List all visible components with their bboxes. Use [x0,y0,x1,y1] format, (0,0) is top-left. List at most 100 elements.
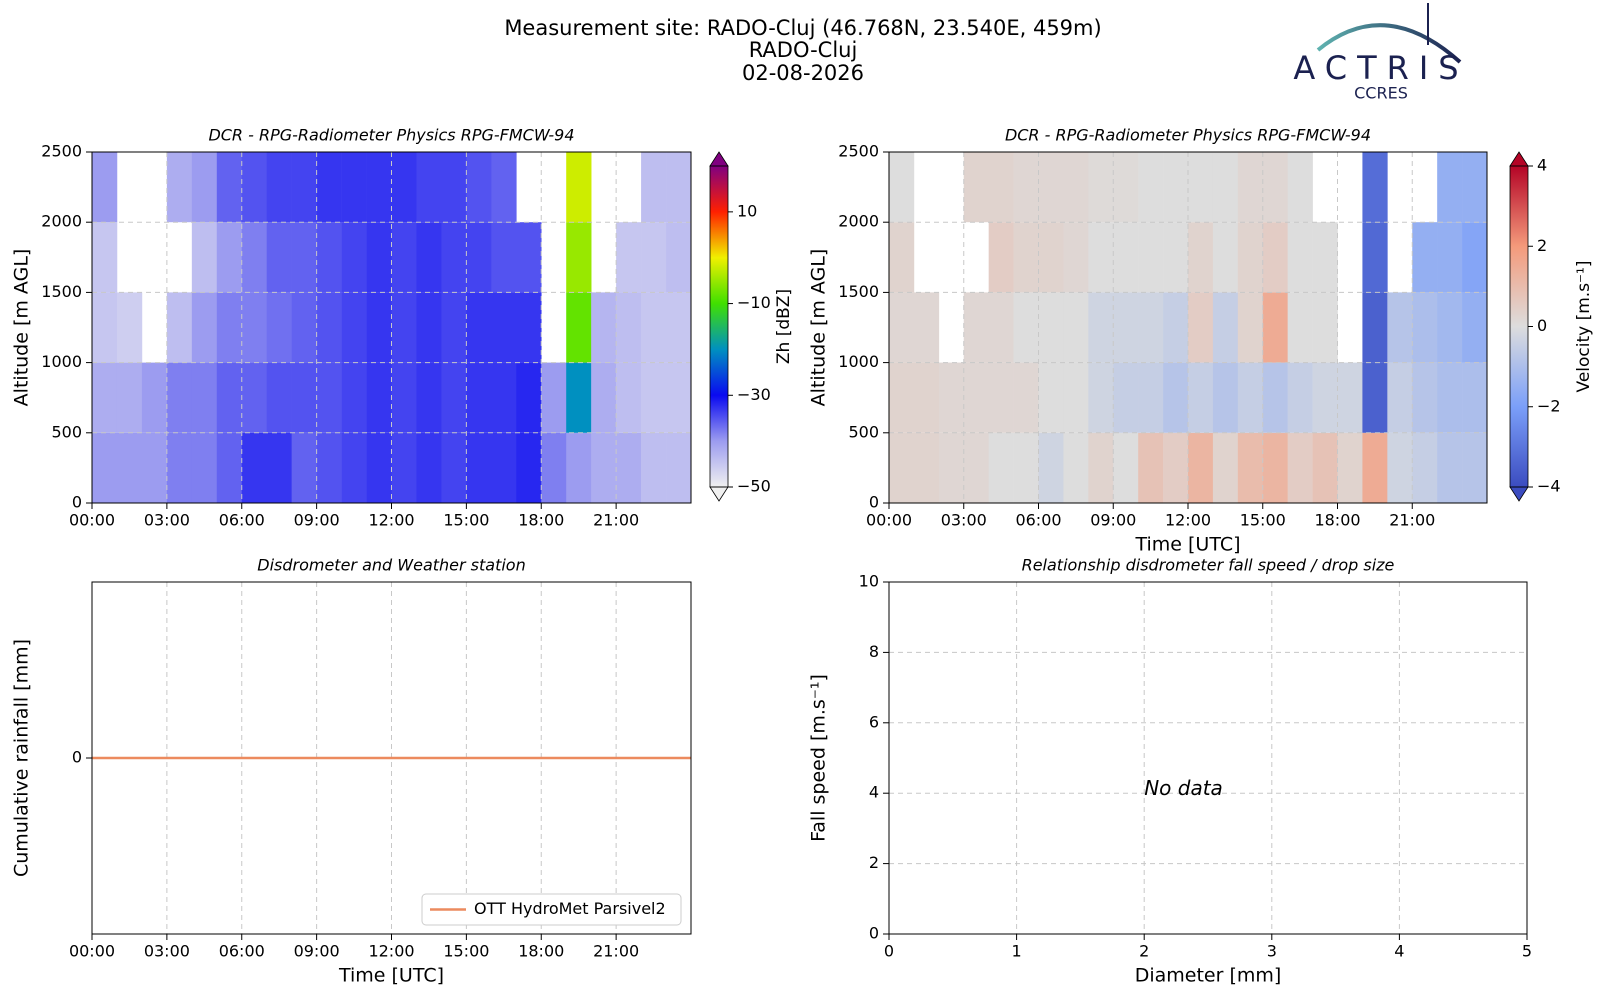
heatmap-cell [291,432,317,503]
logo: ACTRIS CCRES [1293,3,1462,103]
x-tick-label: 09:00 [294,942,340,961]
heatmap-cell [913,362,940,433]
heatmap-cell [963,292,989,363]
heatmap-cell [1412,222,1438,293]
heatmap-cell [889,432,915,503]
heatmap-cell [241,152,268,223]
heatmap-cell [1163,152,1189,223]
heatmap-cell [516,432,542,503]
heatmap-cell [291,362,317,433]
heatmap-cell [366,432,392,503]
heatmap-cell [366,222,392,293]
heatmap-cell [1113,362,1139,433]
heatmap-cell [466,292,492,363]
y-tick-label: 1500 [838,282,879,301]
heatmap-cell [1188,222,1214,293]
y-tick-label: 1500 [41,282,82,301]
heatmap-cell [391,292,417,363]
heatmap-cell [1063,292,1089,363]
heatmap-cell [541,362,567,433]
heatmap-cell [1312,432,1338,503]
heatmap-cell [641,152,667,223]
heatmap-cell [1237,362,1264,433]
heatmap-cell [191,222,218,293]
heatmap-cell [1412,362,1438,433]
heatmap-cell [1462,222,1488,293]
legend-box [421,893,682,926]
heatmap-cell [889,152,915,223]
heatmap-cell [641,362,667,433]
heatmap-cell [1163,222,1189,293]
heatmap-cell [92,152,118,223]
heatmap-cell [1287,152,1313,223]
heatmap-cell [1063,222,1089,293]
heatmap-cell [963,152,989,223]
heatmap-cell [291,152,317,223]
heatmap-cell [1063,362,1089,433]
heatmap-cell [641,292,667,363]
heatmap-cell [416,362,442,433]
x-tick-label: 00:00 [69,511,115,530]
heatmap-cell [1287,362,1313,433]
heatmap-cell [1113,222,1139,293]
y-tick-label: 2500 [838,142,879,161]
heatmap-cell [938,432,965,503]
heatmap-cell [1063,152,1089,223]
heatmap-cell [1038,362,1064,433]
heatmap-cell [416,432,442,503]
heatmap-cell [1287,292,1313,363]
x-tick-label: 15:00 [443,942,489,961]
heatmap-cell [241,222,268,293]
heatmap-cell [1387,432,1413,503]
heatmap-cell [641,222,667,293]
x-tick-label: 03:00 [144,511,190,530]
x-tick-label: 4 [1394,942,1404,961]
heatmap-cell [1163,292,1189,363]
heatmap-cell [92,432,118,503]
x-tick-label: 18:00 [518,511,564,530]
panel: DCR - RPG-Radiometer Physics RPG-FMCW-94… [11,126,795,530]
colorbar-label: Velocity [m.s⁻¹] [1574,261,1594,393]
heatmap-cell [1262,152,1288,223]
heatmap-cell [366,292,392,363]
heatmap-cell [1163,432,1189,503]
colorbar: −50 −30 −10 10 Zh [dBZ] [709,151,794,502]
heatmap-cell [566,222,592,293]
heatmap-cell [1462,432,1488,503]
header-site: RADO-Cluj [749,38,858,62]
heatmap-cell [913,292,940,363]
heatmap-cell [1287,222,1313,293]
heatmap-cell [988,152,1014,223]
y-tick-label: 2 [869,853,879,872]
colorbar-body [1510,166,1528,487]
heatmap-cell [1013,432,1039,503]
heatmap-cell [1038,152,1064,223]
colorbar: −4 −2 0 2 4 Velocity [m.s⁻¹] [1509,151,1594,502]
x-tick-label: 00:00 [866,511,912,530]
logo-subtitle: CCRES [1354,84,1408,103]
y-axis-label: Altitude [m AGL] [11,249,33,407]
heatmap-cell [341,292,367,363]
x-tick-label: 21:00 [593,511,639,530]
heatmap-cell [316,432,342,503]
heatmap-cell [191,292,218,363]
heatmap-cell [1437,362,1463,433]
heatmap-cell [1138,292,1164,363]
x-tick-label: 12:00 [368,511,414,530]
panel-title: Disdrometer and Weather station [257,556,525,575]
y-tick-label: 1000 [838,352,879,371]
x-tick-label: 18:00 [1314,511,1360,530]
heatmap-cell [1188,432,1214,503]
heatmap-cell [1212,292,1239,363]
x-tick-label: 06:00 [219,942,265,961]
heatmap-cell [491,432,517,503]
x-tick-label: 15:00 [1240,511,1286,530]
colorbar-extend-bottom [1509,486,1529,502]
heatmap-cell [141,362,168,433]
heatmap-cell [1088,292,1114,363]
heatmap-cell [466,222,492,293]
heatmap-cell [241,292,268,363]
heatmap-cell [988,362,1014,433]
heatmap-cell [266,222,292,293]
heatmap-cell [92,362,118,433]
